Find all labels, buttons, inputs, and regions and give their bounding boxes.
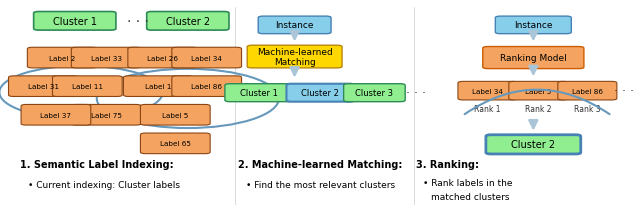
Text: Label 26: Label 26: [147, 55, 178, 61]
Text: 1. Semantic Label Indexing:: 1. Semantic Label Indexing:: [20, 159, 174, 169]
FancyBboxPatch shape: [52, 76, 122, 97]
Text: Rank 2: Rank 2: [525, 104, 552, 113]
FancyBboxPatch shape: [495, 17, 572, 35]
Text: Label 5: Label 5: [525, 88, 552, 94]
Text: matched clusters: matched clusters: [431, 192, 509, 201]
FancyBboxPatch shape: [344, 84, 405, 102]
Text: 3. Ranking:: 3. Ranking:: [416, 159, 479, 169]
Text: · · ·: · · ·: [406, 87, 426, 100]
FancyBboxPatch shape: [140, 133, 210, 154]
Text: Instance: Instance: [275, 21, 314, 30]
FancyBboxPatch shape: [258, 17, 331, 35]
FancyBboxPatch shape: [225, 84, 292, 102]
Text: Cluster 2: Cluster 2: [301, 89, 339, 98]
Text: Label 2: Label 2: [49, 55, 76, 61]
FancyBboxPatch shape: [247, 46, 342, 69]
FancyBboxPatch shape: [486, 135, 580, 154]
FancyBboxPatch shape: [483, 47, 584, 69]
Text: Label 65: Label 65: [160, 141, 191, 147]
FancyBboxPatch shape: [458, 82, 517, 101]
FancyBboxPatch shape: [140, 105, 210, 125]
FancyBboxPatch shape: [21, 105, 91, 125]
Text: Label 1: Label 1: [145, 84, 172, 90]
FancyBboxPatch shape: [8, 76, 78, 97]
Text: 2. Machine-learned Matching:: 2. Machine-learned Matching:: [238, 159, 403, 169]
FancyBboxPatch shape: [172, 48, 241, 69]
Text: Label 11: Label 11: [72, 84, 103, 90]
FancyBboxPatch shape: [147, 12, 229, 31]
FancyBboxPatch shape: [71, 105, 141, 125]
FancyBboxPatch shape: [172, 76, 241, 97]
Text: • Current indexing: Cluster labels: • Current indexing: Cluster labels: [28, 180, 180, 189]
Text: Label 34: Label 34: [472, 88, 503, 94]
Text: Label 86: Label 86: [572, 88, 603, 94]
Text: Label 86: Label 86: [191, 84, 222, 90]
Text: Cluster 1: Cluster 1: [240, 89, 278, 98]
FancyBboxPatch shape: [34, 12, 116, 31]
Text: Label 37: Label 37: [40, 112, 72, 118]
Text: Label 34: Label 34: [191, 55, 222, 61]
FancyBboxPatch shape: [558, 82, 617, 101]
FancyBboxPatch shape: [28, 48, 97, 69]
Text: Cluster 2: Cluster 2: [166, 17, 210, 27]
Text: Rank 3: Rank 3: [574, 104, 601, 113]
Text: Label 5: Label 5: [162, 112, 188, 118]
Text: Rank 1: Rank 1: [474, 104, 500, 113]
Text: Label 33: Label 33: [91, 55, 122, 61]
Text: Ranking Model: Ranking Model: [500, 54, 566, 63]
Text: Cluster 2: Cluster 2: [511, 140, 556, 150]
Text: Cluster 1: Cluster 1: [52, 17, 97, 27]
Text: · · ·: · · ·: [614, 85, 634, 98]
Text: Label 31: Label 31: [28, 84, 59, 90]
Text: • Rank labels in the: • Rank labels in the: [424, 178, 513, 187]
FancyBboxPatch shape: [124, 76, 193, 97]
FancyBboxPatch shape: [509, 82, 568, 101]
FancyBboxPatch shape: [71, 48, 141, 69]
Text: · · ·: · · ·: [127, 15, 148, 29]
Text: Cluster 3: Cluster 3: [355, 89, 394, 98]
FancyBboxPatch shape: [128, 48, 198, 69]
Text: Instance: Instance: [514, 21, 552, 30]
Text: Label 75: Label 75: [91, 112, 122, 118]
Text: • Find the most relevant clusters: • Find the most relevant clusters: [246, 180, 396, 189]
FancyBboxPatch shape: [287, 84, 355, 102]
Text: Machine-learned
Matching: Machine-learned Matching: [257, 48, 333, 67]
